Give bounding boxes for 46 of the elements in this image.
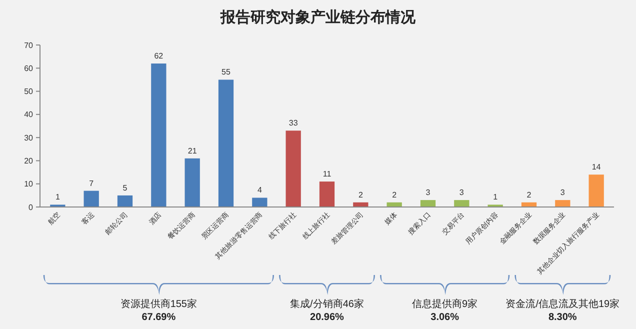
data-label: 1 [55,192,60,202]
data-label: 21 [188,146,198,156]
text: 3.06% [430,312,460,323]
text: 20.96% [310,312,344,323]
data-label: 3 [459,188,464,198]
data-label: 2 [358,190,364,200]
y-tick-label: 0 [28,202,34,212]
bar [319,182,335,207]
data-label: 33 [288,118,298,128]
data-label: 55 [222,68,231,77]
data-label: 62 [154,52,164,61]
y-tick-label: 10 [24,180,34,189]
data-label: 3 [426,188,431,198]
bar [286,130,301,207]
y-tick-label: 40 [24,110,34,120]
data-label: 4 [257,186,262,195]
text: 8.30% [548,312,577,323]
y-tick-label: 50 [24,87,34,96]
data-label: 5 [122,183,128,192]
bar [588,174,604,207]
bar [555,200,570,207]
bar [454,200,470,207]
data-label: 3 [560,188,566,198]
y-tick-label: 20 [24,156,34,166]
y-tick-label: 60 [24,64,34,73]
bar [218,80,234,207]
bar [151,64,166,207]
text: 信息提供商9家 [412,298,478,310]
data-label: 11 [322,170,332,179]
text: 资金流/信息流及其他19家 [506,298,620,310]
y-tick-label: 30 [24,133,34,142]
bar [252,198,268,207]
data-label: 2 [526,190,532,200]
y-tick-label: 70 [24,40,34,50]
bar [117,195,133,207]
bar [420,200,436,207]
text: 资源提供商155家 [120,298,198,310]
bar [184,158,200,207]
data-label: 14 [592,162,602,172]
data-label: 7 [89,178,94,188]
data-label: 1 [493,192,498,202]
bar [84,190,99,207]
data-label: 2 [392,190,398,200]
text: 集成/分销商46家 [290,298,364,310]
text: 67.69% [142,312,176,323]
chart-title: 报告研究对象产业链分布情况 [220,8,416,26]
